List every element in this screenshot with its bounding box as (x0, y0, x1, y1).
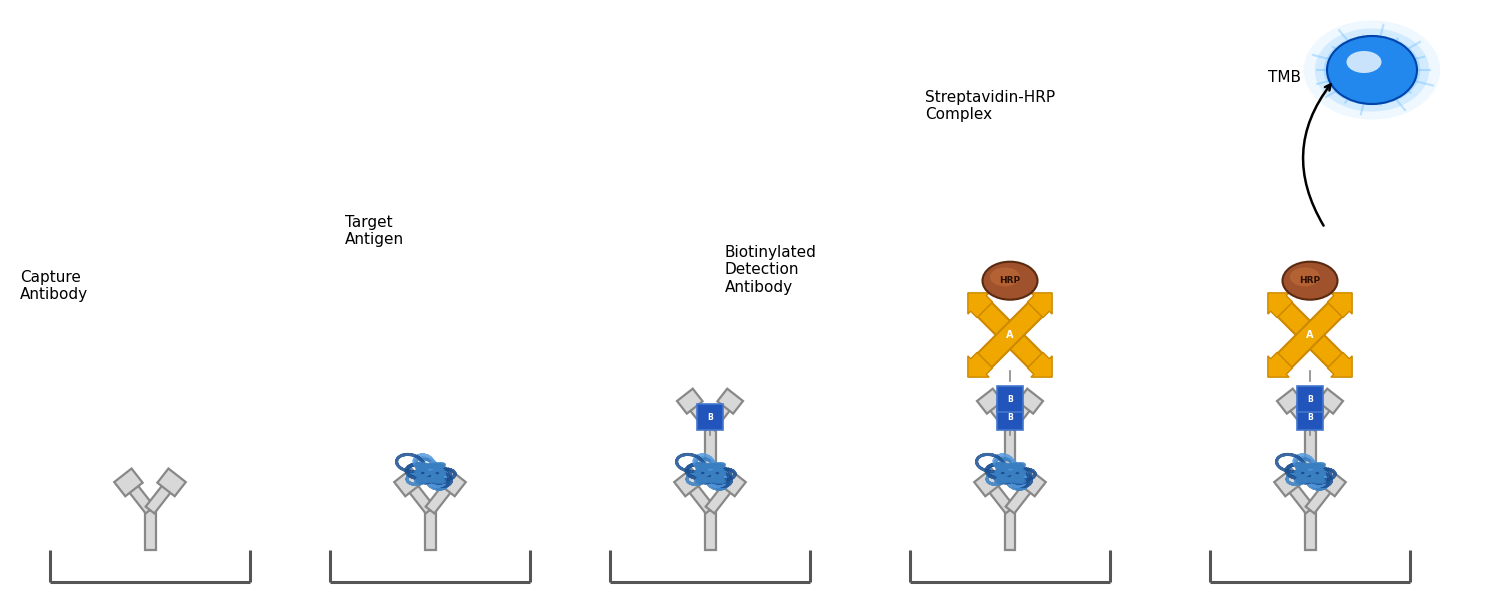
Text: HRP: HRP (999, 276, 1020, 285)
FancyBboxPatch shape (1274, 469, 1302, 496)
FancyBboxPatch shape (676, 389, 702, 413)
Ellipse shape (1323, 35, 1420, 105)
FancyBboxPatch shape (976, 389, 1002, 413)
FancyBboxPatch shape (144, 510, 156, 550)
FancyBboxPatch shape (1305, 427, 1316, 465)
FancyBboxPatch shape (120, 473, 154, 514)
Text: B: B (1007, 395, 1013, 404)
Text: B: B (1306, 413, 1312, 421)
Ellipse shape (1290, 268, 1320, 286)
FancyBboxPatch shape (1017, 389, 1042, 413)
FancyArrow shape (1268, 293, 1293, 317)
Text: Capture
Antibody: Capture Antibody (20, 270, 88, 302)
Text: A: A (1007, 330, 1014, 340)
FancyBboxPatch shape (158, 469, 186, 496)
FancyBboxPatch shape (974, 469, 1002, 496)
Text: HRP: HRP (1299, 276, 1320, 285)
FancyArrow shape (1328, 352, 1352, 377)
Ellipse shape (1304, 20, 1440, 119)
FancyArrow shape (968, 352, 993, 377)
Text: B: B (1007, 413, 1013, 421)
Text: Streptavidin-HRP
Complex: Streptavidin-HRP Complex (926, 90, 1054, 122)
Ellipse shape (1347, 51, 1382, 73)
Text: B: B (1306, 395, 1312, 404)
FancyBboxPatch shape (1305, 392, 1340, 430)
FancyBboxPatch shape (424, 510, 435, 550)
FancyBboxPatch shape (146, 473, 180, 514)
FancyBboxPatch shape (1281, 392, 1314, 430)
FancyArrow shape (968, 293, 993, 317)
Text: B: B (706, 413, 712, 421)
FancyArrow shape (1268, 352, 1293, 377)
FancyBboxPatch shape (681, 392, 714, 430)
FancyBboxPatch shape (1305, 510, 1316, 550)
FancyBboxPatch shape (717, 389, 742, 413)
Ellipse shape (1328, 36, 1418, 104)
FancyBboxPatch shape (1278, 302, 1342, 368)
FancyArrow shape (1028, 293, 1051, 317)
Ellipse shape (1316, 28, 1430, 112)
FancyBboxPatch shape (1280, 473, 1314, 514)
FancyBboxPatch shape (1317, 469, 1346, 496)
FancyBboxPatch shape (680, 473, 714, 514)
FancyBboxPatch shape (426, 473, 460, 514)
FancyBboxPatch shape (400, 473, 435, 514)
FancyBboxPatch shape (1005, 473, 1040, 514)
Ellipse shape (990, 268, 1020, 286)
FancyBboxPatch shape (981, 392, 1014, 430)
Text: Target
Antigen: Target Antigen (345, 215, 404, 247)
FancyBboxPatch shape (114, 469, 142, 496)
FancyBboxPatch shape (1278, 302, 1342, 368)
FancyBboxPatch shape (1276, 389, 1302, 413)
FancyBboxPatch shape (705, 510, 716, 550)
FancyBboxPatch shape (705, 392, 740, 430)
FancyBboxPatch shape (1005, 427, 1016, 465)
FancyBboxPatch shape (1305, 473, 1340, 514)
FancyBboxPatch shape (674, 469, 702, 496)
Ellipse shape (982, 262, 1038, 300)
FancyBboxPatch shape (705, 473, 740, 514)
FancyBboxPatch shape (1005, 510, 1016, 550)
FancyBboxPatch shape (978, 302, 1042, 368)
FancyArrow shape (1328, 293, 1352, 317)
FancyArrow shape (1028, 352, 1051, 377)
FancyBboxPatch shape (394, 469, 423, 496)
FancyBboxPatch shape (705, 427, 716, 465)
FancyBboxPatch shape (1005, 392, 1040, 430)
FancyBboxPatch shape (978, 302, 1042, 368)
Text: A: A (1306, 330, 1314, 340)
FancyBboxPatch shape (1017, 469, 1046, 496)
FancyBboxPatch shape (980, 473, 1014, 514)
Text: Biotinylated
Detection
Antibody: Biotinylated Detection Antibody (724, 245, 818, 295)
FancyBboxPatch shape (438, 469, 466, 496)
FancyBboxPatch shape (717, 469, 746, 496)
Text: TMB: TMB (1268, 70, 1300, 85)
FancyBboxPatch shape (1317, 389, 1342, 413)
Ellipse shape (1282, 262, 1338, 300)
